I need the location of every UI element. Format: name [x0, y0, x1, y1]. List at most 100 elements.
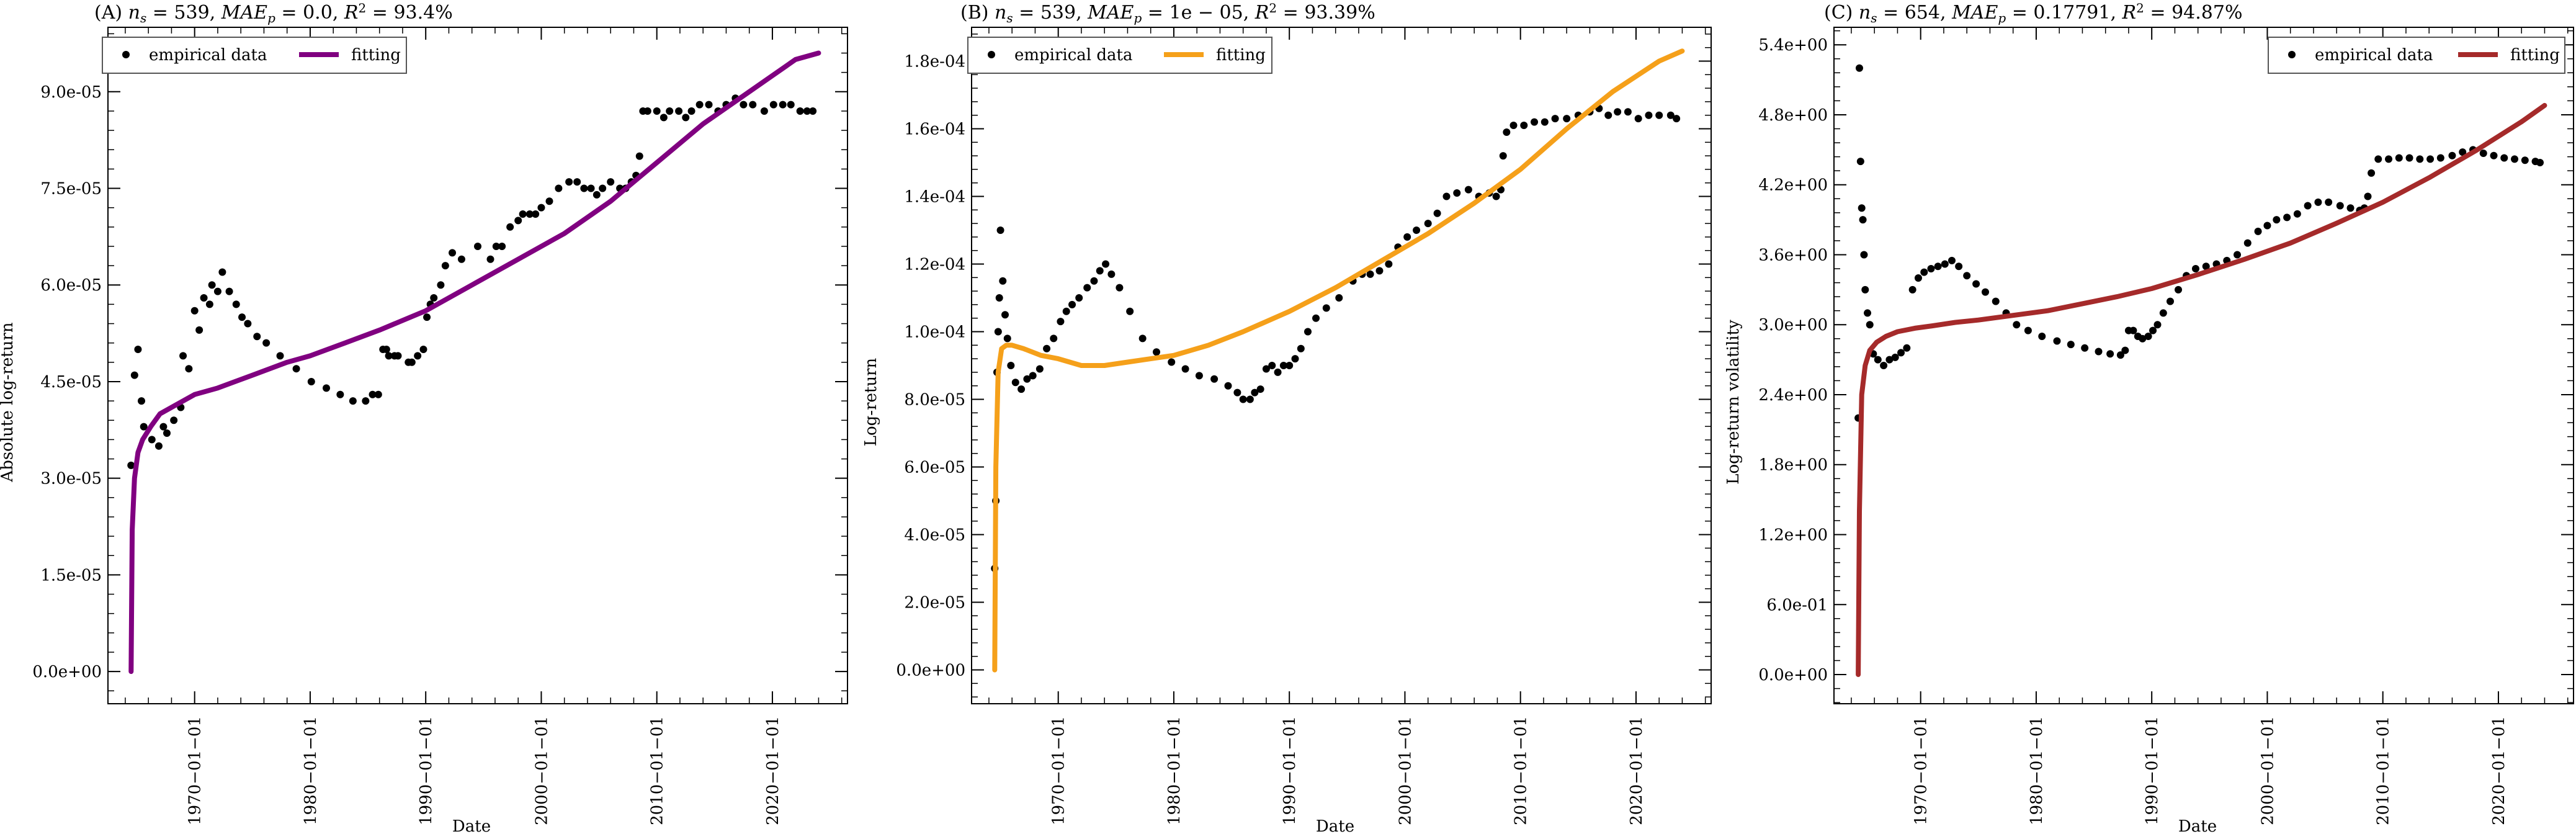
data-point — [506, 223, 514, 231]
y-tick-label: 4.2e+00 — [1758, 176, 1828, 195]
data-point — [1503, 128, 1511, 136]
data-point — [573, 178, 581, 186]
data-point — [2336, 202, 2344, 210]
chart-title-b: (B) ns = 539, MAEp = 1e − 05, R2 = 93.39… — [960, 1, 1375, 25]
data-point — [2385, 155, 2392, 163]
data-point — [1304, 328, 1312, 336]
data-point — [2081, 344, 2089, 352]
y-axis-label-c: Log-return volatility — [1724, 320, 1743, 485]
plot-frame-b — [971, 27, 1712, 704]
data-point — [519, 210, 527, 218]
data-point — [414, 352, 422, 360]
data-point — [2121, 346, 2129, 354]
data-point — [2129, 326, 2137, 334]
legend-c: empirical data fitting — [2268, 37, 2565, 74]
data-point — [1858, 204, 1866, 212]
data-point — [323, 384, 331, 392]
data-point — [1256, 385, 1264, 393]
y-tick-label: 6.0e-05 — [40, 276, 102, 295]
data-point — [1286, 362, 1294, 369]
data-point — [2024, 326, 2032, 334]
y-tick-label: 3.0e-05 — [40, 470, 102, 488]
data-point — [349, 397, 357, 405]
y-tick-label: 2.0e-05 — [904, 594, 965, 612]
data-point — [525, 210, 534, 218]
data-point — [796, 107, 804, 115]
data-point — [1366, 270, 1374, 278]
data-point — [486, 255, 494, 263]
data-point — [1963, 272, 1971, 280]
data-point — [1035, 365, 1044, 373]
data-point — [2116, 351, 2124, 359]
x-tick-label: 1980−01−01 — [302, 716, 320, 825]
plot-frame-c — [1833, 27, 2574, 704]
data-point — [1880, 362, 1888, 369]
data-point — [1262, 365, 1270, 373]
data-point — [995, 294, 1003, 302]
data-point — [1107, 270, 1116, 278]
data-point — [138, 397, 146, 405]
data-point — [1007, 362, 1015, 369]
data-point — [1541, 118, 1549, 126]
legend-marker-empirical-b — [988, 51, 995, 58]
data-point — [1856, 158, 1864, 166]
data-point — [2106, 350, 2114, 358]
data-point — [170, 416, 178, 424]
data-point — [2053, 337, 2061, 345]
x-tick-label: 1980−01−01 — [1165, 716, 1184, 825]
data-point — [1673, 115, 1681, 123]
data-point — [1375, 267, 1384, 275]
data-point — [1312, 314, 1320, 322]
x-tick-label: 1980−01−01 — [2028, 716, 2046, 825]
data-point — [2346, 204, 2355, 212]
data-point — [2325, 198, 2333, 206]
data-point — [996, 227, 1004, 234]
data-point — [2149, 326, 2157, 334]
data-point — [537, 204, 545, 212]
data-point — [1860, 251, 1868, 259]
data-point — [1864, 309, 1872, 317]
data-point — [1068, 300, 1076, 308]
data-point — [134, 346, 142, 354]
data-point — [682, 114, 690, 122]
data-point — [382, 346, 390, 354]
data-point — [2374, 155, 2382, 163]
data-point — [1195, 372, 1203, 380]
y-tick-label: 1.2e-04 — [904, 256, 965, 274]
data-point — [2511, 155, 2519, 163]
data-point — [1903, 344, 1911, 352]
y-tick-label: 2.4e+00 — [1758, 386, 1828, 405]
legend-b: empirical data fitting — [967, 37, 1272, 74]
legend-marker-empirical-c — [2288, 51, 2296, 58]
data-point — [419, 346, 427, 354]
y-tick-label: 1.8e-04 — [904, 53, 965, 71]
data-point — [660, 114, 668, 122]
data-point — [1043, 344, 1051, 352]
data-point — [2536, 159, 2544, 166]
chart-title-c: (C) ns = 654, MAEp = 0.17791, R2 = 94.87… — [1824, 1, 2242, 25]
data-point — [1624, 108, 1632, 116]
data-point — [127, 461, 135, 469]
data-point — [1948, 256, 1956, 264]
legend-label-empirical-c: empirical data — [2315, 46, 2433, 65]
y-axis-label-a: Absolute log-return — [0, 322, 17, 482]
y-tick-label: 3.6e+00 — [1758, 246, 1828, 264]
plot-area-b: 1970−01−01 1980−01−01 1990−01−01 2000−01−01… — [896, 27, 1712, 825]
data-point — [1413, 227, 1421, 234]
data-point — [1433, 209, 1441, 217]
panel-b: (B) ns = 539, MAEp = 1e − 05, R2 = 93.39… — [862, 1, 1712, 836]
data-point — [653, 107, 661, 115]
panel-c: (C) ns = 654, MAEp = 0.17791, R2 = 94.87… — [1724, 1, 2574, 836]
data-point — [1181, 365, 1189, 373]
data-point — [362, 397, 370, 405]
data-point — [580, 184, 588, 192]
data-point — [2521, 156, 2529, 164]
data-point — [2254, 227, 2262, 235]
y-tick-label: 1.4e-04 — [904, 188, 965, 207]
data-point — [1492, 192, 1500, 200]
data-point — [695, 101, 704, 109]
data-point — [1062, 307, 1070, 315]
legend-a: empirical data fitting — [102, 37, 407, 74]
x-tick-label: 1970−01−01 — [1050, 716, 1068, 825]
y-tick-label: 1.5e-05 — [40, 566, 102, 585]
